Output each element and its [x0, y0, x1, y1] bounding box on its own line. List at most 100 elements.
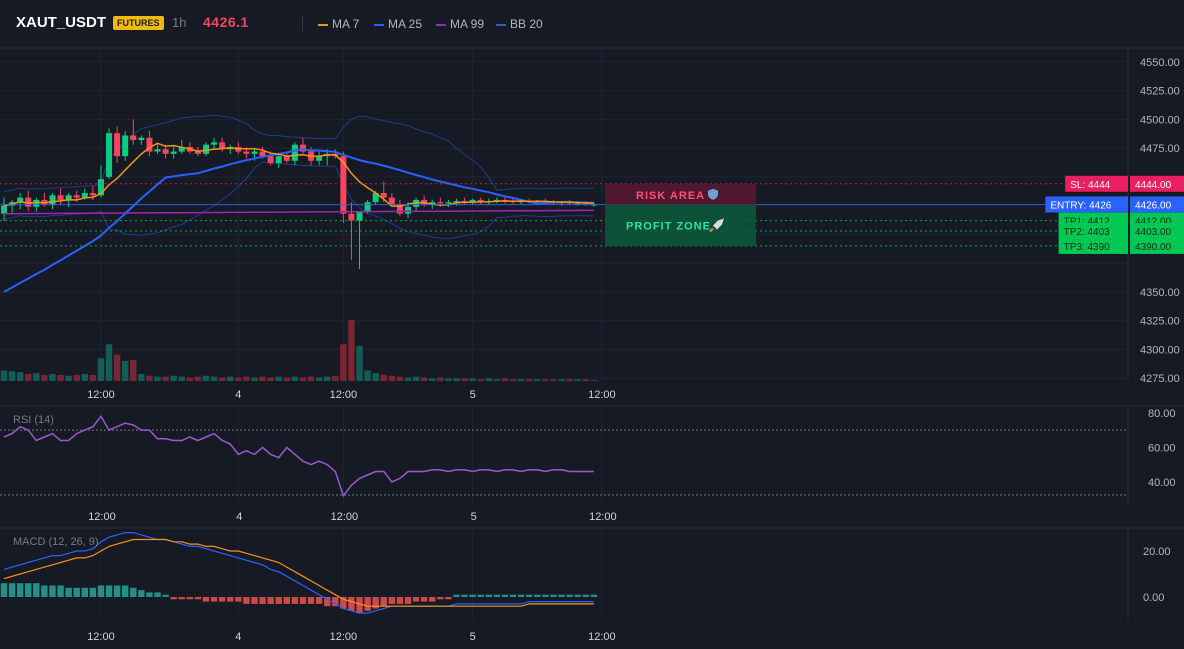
macd-histogram-bar — [73, 587, 80, 597]
volume-bar — [194, 376, 202, 381]
legend-ma25[interactable]: MA 25 — [374, 17, 422, 31]
macd-histogram-bar — [307, 597, 315, 604]
rsi-axis-label: 40.00 — [1148, 477, 1176, 489]
candle-body — [380, 192, 387, 198]
legend-label: BB 20 — [510, 17, 543, 31]
volume-bar — [534, 379, 541, 381]
macd-histogram-bar — [380, 597, 387, 607]
price-tag-label: TP1: 4412 — [1064, 217, 1111, 228]
macd-histogram-bar — [146, 592, 153, 597]
macd-histogram-bar — [493, 594, 501, 597]
price-tag-label-bg — [1058, 222, 1128, 239]
candle-body — [194, 151, 201, 154]
candle-body — [396, 204, 403, 214]
volume-bar — [33, 373, 40, 381]
macd-histogram-bar — [501, 594, 509, 597]
candle-body — [453, 201, 460, 203]
candle-body — [17, 197, 24, 203]
price-tag-value-bg — [1130, 175, 1184, 192]
candle-body — [582, 203, 589, 205]
volume-bar — [396, 376, 404, 381]
volume-bar — [130, 360, 137, 381]
macd-histogram-bar — [49, 585, 56, 597]
macd-histogram-bar — [33, 583, 40, 597]
macd-histogram-bar — [65, 587, 72, 597]
price-tag-label: SL: 4444 — [1070, 180, 1110, 191]
volume-bar — [364, 370, 371, 381]
candle-body — [49, 195, 56, 205]
macd-histogram-bar — [566, 594, 573, 597]
macd-histogram-bar — [509, 594, 517, 597]
candle-body — [388, 197, 395, 205]
interval-label[interactable]: 1h — [172, 15, 187, 30]
volume-bar — [566, 379, 573, 381]
price-axis-label: 4275.00 — [1140, 373, 1180, 385]
volume-bar — [178, 376, 185, 381]
volume-bar — [41, 374, 48, 381]
time-axis-label: 4 — [236, 511, 242, 523]
price-tag-value: 4403.00 — [1135, 227, 1172, 238]
volume-bar — [97, 358, 105, 381]
candle-body — [97, 179, 104, 196]
legend-swatch — [436, 23, 446, 26]
rsi-axis-label: 80.00 — [1148, 408, 1176, 420]
symbol-title[interactable]: XAUT_USDT — [16, 14, 107, 31]
volume-bar — [412, 376, 420, 381]
candle-body — [429, 202, 436, 205]
candle-body — [477, 199, 484, 203]
legend-swatch — [374, 23, 384, 26]
time-axis-label: 12:00 — [330, 389, 358, 401]
volume-bar — [372, 373, 379, 381]
volume-bar — [324, 376, 331, 381]
volume-bar — [275, 376, 282, 381]
macd-histogram-bar — [16, 583, 24, 597]
volume-bar — [81, 374, 88, 381]
volume-bar — [485, 378, 492, 381]
macd-histogram-bar — [590, 594, 598, 597]
price-tag-label: TP2: 4403 — [1064, 227, 1111, 238]
volume-bar — [0, 370, 8, 381]
legend-ma99[interactable]: MA 99 — [436, 17, 484, 31]
candle-body — [170, 151, 177, 154]
price-tag-label-bg — [1045, 196, 1128, 213]
time-axis-label: 5 — [470, 631, 476, 643]
macd-histogram-bar — [582, 594, 589, 597]
volume-bar — [299, 377, 307, 381]
price-axis-label: 4525.00 — [1140, 86, 1180, 98]
volume-bar — [356, 346, 363, 381]
price-tag-label: ENTRY: 4426 — [1050, 200, 1111, 211]
volume-bar — [283, 377, 290, 381]
candle-body — [275, 156, 282, 164]
macd-histogram-bar — [550, 594, 557, 597]
chart-header: XAUT_USDT FUTURES 1h 4426.1 MA 7 MA 25 M… — [0, 0, 1184, 48]
price-tag-value-bg — [1130, 222, 1184, 239]
volume-bar — [162, 376, 169, 381]
macd-histogram-bar — [332, 597, 339, 607]
candle-body — [203, 144, 209, 154]
time-axis-label: 12:00 — [87, 631, 115, 643]
candle-body — [372, 192, 379, 203]
candle-body — [405, 206, 411, 214]
price-tag-value: 4412.00 — [1135, 217, 1172, 228]
macd-axis-label: 20.00 — [1143, 546, 1171, 558]
candle-body — [364, 202, 371, 212]
macd-histogram-bar — [275, 597, 282, 604]
macd-histogram-bar — [194, 597, 202, 600]
price-axis-label: 4475.00 — [1140, 143, 1180, 155]
candle-body — [162, 149, 169, 154]
volume-bar — [154, 376, 161, 381]
volume-bar — [445, 378, 452, 381]
legend-ma7[interactable]: MA 7 — [318, 17, 359, 31]
legend-bb20[interactable]: BB 20 — [496, 17, 543, 31]
time-axis-label: 5 — [471, 511, 477, 523]
volume-bar — [73, 374, 80, 381]
volume-bar — [550, 379, 557, 381]
candle-body — [267, 156, 274, 164]
macd-histogram-bar — [372, 597, 379, 609]
volume-bar — [291, 376, 299, 381]
macd-histogram-bar — [453, 594, 460, 597]
volume-bar — [461, 378, 468, 381]
macd-histogram-bar — [404, 597, 412, 604]
candle-body — [445, 202, 452, 204]
